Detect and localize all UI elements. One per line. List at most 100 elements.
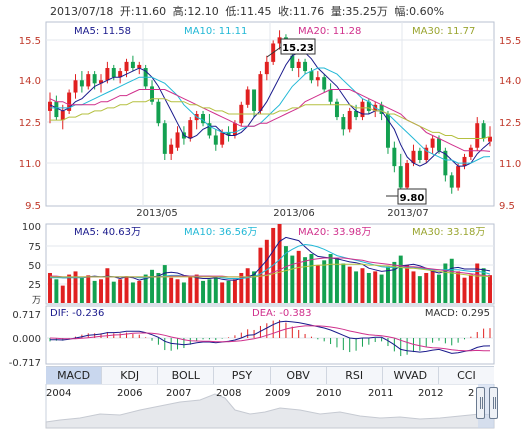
- timeline-navigator[interactable]: 2004 2006 2007 2008 2009 2010 2011 2012 …: [0, 384, 523, 430]
- candle-body: [60, 110, 65, 121]
- volume-ytick-labels: 100 75 50 25 万: [22, 222, 41, 306]
- open-value: 开:11.60: [119, 5, 167, 18]
- candle-body: [105, 68, 110, 81]
- tab-wvad[interactable]: WVAD: [383, 367, 439, 384]
- volume-bar: [60, 285, 65, 303]
- volume-bar: [443, 263, 448, 303]
- tab-rsi[interactable]: RSI: [327, 367, 383, 384]
- volume-bar: [118, 279, 123, 303]
- volume-ytick: 25: [28, 280, 41, 291]
- volume-bar: [54, 279, 59, 303]
- candle: [468, 144, 473, 160]
- range-handle-right[interactable]: [489, 387, 498, 419]
- macd-lines: [49, 320, 491, 354]
- volume-bar: [290, 255, 295, 303]
- candle-body: [277, 37, 282, 44]
- candle-body: [213, 135, 218, 145]
- candle-body: [424, 147, 429, 160]
- vol-ma30-label: MA30: 33.18万: [412, 227, 485, 238]
- price-ma-lines: [49, 52, 491, 167]
- volume-bar: [73, 271, 78, 303]
- year-label: 2011: [368, 388, 393, 399]
- candle-body: [92, 74, 97, 84]
- volume-bar: [360, 268, 365, 303]
- tab-kdj[interactable]: KDJ: [102, 367, 159, 384]
- candle-body: [258, 74, 263, 111]
- tab-boll[interactable]: BOLL: [158, 367, 215, 384]
- volume-bar: [322, 260, 327, 303]
- volume-bar: [207, 279, 212, 303]
- candle: [169, 138, 174, 160]
- candle: [360, 98, 365, 121]
- volume-bar: [437, 274, 441, 303]
- tab-macd[interactable]: MACD: [46, 367, 103, 384]
- candle-body: [188, 120, 193, 139]
- candle: [322, 74, 327, 93]
- candle: [67, 89, 72, 114]
- year-label: 2: [468, 388, 474, 399]
- tab-psy[interactable]: PSY: [214, 367, 271, 384]
- range-handle-left[interactable]: [476, 387, 485, 419]
- candle-body: [150, 86, 155, 102]
- volume-bar: [264, 239, 269, 303]
- candle-body: [245, 89, 250, 105]
- candle-body: [481, 123, 486, 139]
- ma30-line: [50, 98, 491, 139]
- candle: [385, 110, 390, 154]
- ma5-label: MA5: 11.58: [74, 26, 131, 37]
- price-ytick: 15.5: [19, 36, 41, 47]
- volume-bar: [315, 265, 320, 303]
- volume-bar: [385, 266, 390, 303]
- volume-ma-legend: MA5: 40.63万 MA10: 36.56万 MA20: 33.98万 MA…: [74, 227, 485, 238]
- candle-body: [462, 156, 467, 167]
- candle: [334, 98, 339, 121]
- volume-bar: [475, 263, 480, 303]
- candle-body: [354, 110, 359, 118]
- candle: [175, 126, 180, 151]
- volume-bar: [341, 263, 346, 303]
- candle: [150, 80, 155, 105]
- volume-bar: [130, 282, 135, 303]
- candle: [456, 163, 461, 191]
- timeline-history-area: [45, 393, 495, 429]
- candle-body: [468, 147, 473, 157]
- volume-bar: [220, 282, 225, 303]
- candle-body: [220, 132, 225, 145]
- volume-bar: [169, 277, 174, 303]
- ma20-label: MA20: 11.28: [298, 26, 361, 37]
- volume-bar: [137, 280, 142, 303]
- date-value: 2013/07/18: [50, 5, 114, 18]
- date-tick: 2013/06: [273, 208, 315, 219]
- candle-body: [201, 114, 206, 124]
- date-tick: 2013/05: [136, 208, 178, 219]
- volume-bar: [188, 276, 193, 303]
- candle: [226, 126, 231, 142]
- low-value: 低:11.45: [225, 5, 272, 18]
- candle: [245, 86, 250, 108]
- candlestick-series: [48, 30, 492, 197]
- candle-body: [456, 166, 461, 188]
- candle-body: [322, 77, 327, 90]
- candle: [449, 172, 454, 194]
- candle-body: [207, 123, 212, 136]
- candle-body: [334, 101, 339, 118]
- candle-body: [379, 104, 384, 114]
- price-summary-header: 2013/07/18 开:11.60 高:12.10 低:11.45 收:11.…: [50, 3, 447, 19]
- timeline-year-labels: 2004 2006 2007 2008 2009 2010 2011 2012 …: [46, 388, 474, 399]
- candle-body: [296, 61, 301, 68]
- tab-cci[interactable]: CCI: [457, 369, 476, 382]
- volume-ytick: 100: [22, 222, 41, 233]
- volume-bar: [252, 271, 257, 303]
- ma30-label: MA30: 11.77: [412, 26, 475, 37]
- candle-body: [449, 175, 454, 188]
- volume-bar: [449, 258, 454, 303]
- volume-bar: [405, 265, 410, 303]
- price-ytick-labels-right: 15.5 14.0 12.5 11.0 9.5: [499, 36, 521, 212]
- tab-obv[interactable]: OBV: [271, 367, 327, 384]
- volume-bar: [245, 268, 250, 303]
- volume-bar: [150, 269, 155, 303]
- volume-bar: [328, 254, 333, 303]
- volume-value: 量:35.25万: [330, 5, 388, 18]
- candle: [258, 71, 263, 114]
- high-marker-label: 15.23: [282, 43, 314, 54]
